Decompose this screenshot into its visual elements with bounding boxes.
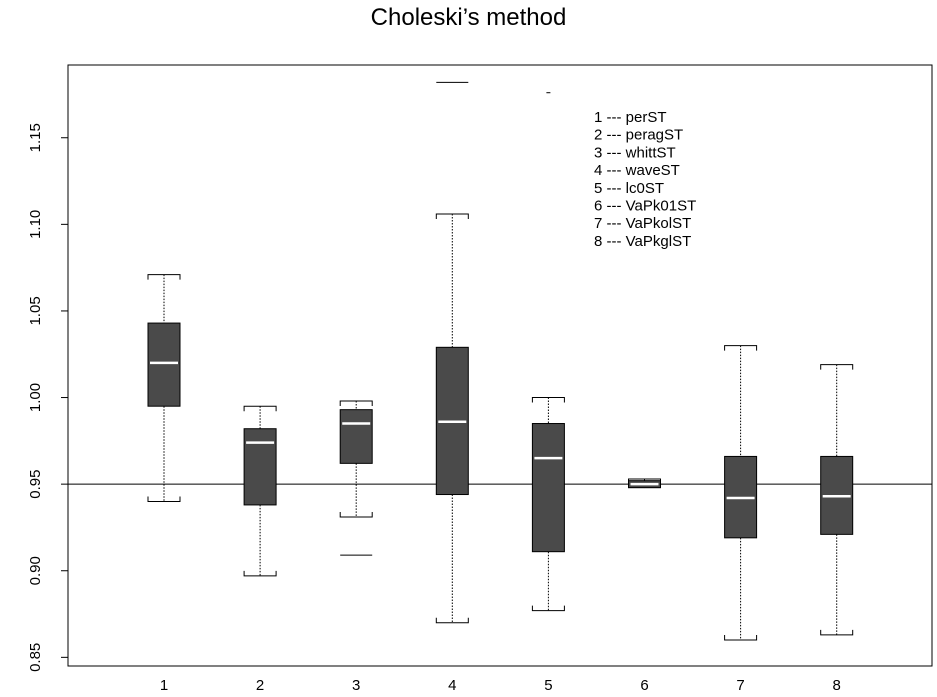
whisker-cap-lower xyxy=(339,512,373,518)
box-body xyxy=(243,428,277,506)
box-8 xyxy=(820,364,854,636)
y-tick-label: 1.00 xyxy=(27,383,44,412)
whisker-cap-lower xyxy=(147,496,181,502)
whisker-cap-upper xyxy=(724,345,758,351)
y-tick-label: 0.90 xyxy=(27,556,44,585)
whisker-cap-upper xyxy=(435,213,469,219)
x-tick-label: 3 xyxy=(352,677,360,694)
whisker-cap-upper xyxy=(820,364,854,370)
legend-entry: 3 --- whittST xyxy=(594,144,676,161)
whisker-cap-lower xyxy=(243,570,277,577)
x-tick-label: 1 xyxy=(160,677,168,694)
box-6 xyxy=(628,478,661,489)
box-7 xyxy=(724,345,758,641)
whisker-cap-upper xyxy=(243,405,277,412)
chart-title: Choleski’s method xyxy=(370,4,567,31)
box-1 xyxy=(147,274,181,502)
legend-entry: 7 --- VaPkolST xyxy=(594,215,691,232)
y-tick-label: 0.85 xyxy=(27,643,44,672)
boxes-group xyxy=(147,81,854,641)
box-body xyxy=(147,322,181,407)
x-axis: 1 2 3 4 5 6 7 8 xyxy=(160,677,841,694)
plot-frame xyxy=(67,64,933,667)
box-4 xyxy=(435,81,469,624)
whisker-cap-upper xyxy=(339,400,373,407)
box-5 xyxy=(531,92,565,612)
legend-entry: 8 --- VaPkglST xyxy=(594,233,691,250)
y-tick-label: 1.15 xyxy=(27,123,44,152)
box-2 xyxy=(243,405,277,577)
x-tick-label: 5 xyxy=(544,677,552,694)
box-body xyxy=(339,409,373,464)
y-axis: 0.85 0.90 0.95 1.00 1.05 1.10 1.15 xyxy=(27,123,68,672)
whisker-cap-lower xyxy=(435,617,469,624)
whisker-cap-lower xyxy=(820,629,854,636)
legend-entry: 6 --- VaPk01ST xyxy=(594,198,696,215)
y-tick-label: 0.95 xyxy=(27,470,44,499)
legend-entry: 1 --- perST xyxy=(594,109,667,126)
x-tick-label: 2 xyxy=(256,677,264,694)
y-tick-label: 1.10 xyxy=(27,210,44,239)
box-body xyxy=(531,423,565,553)
whisker-cap-upper xyxy=(147,274,181,280)
x-tick-label: 8 xyxy=(833,677,841,694)
legend-entry: 5 --- lc0ST xyxy=(594,180,664,197)
x-tick-label: 4 xyxy=(448,677,456,694)
whisker-cap-upper xyxy=(531,397,565,403)
x-tick-label: 7 xyxy=(736,677,744,694)
legend-entry: 4 --- waveST xyxy=(594,162,680,179)
y-tick-label: 1.05 xyxy=(27,296,44,325)
x-tick-label: 6 xyxy=(640,677,648,694)
whisker-cap-lower xyxy=(724,635,758,641)
box-3 xyxy=(339,400,373,556)
whisker-cap-lower xyxy=(531,605,565,612)
legend-entry: 2 --- peragST xyxy=(594,127,683,144)
